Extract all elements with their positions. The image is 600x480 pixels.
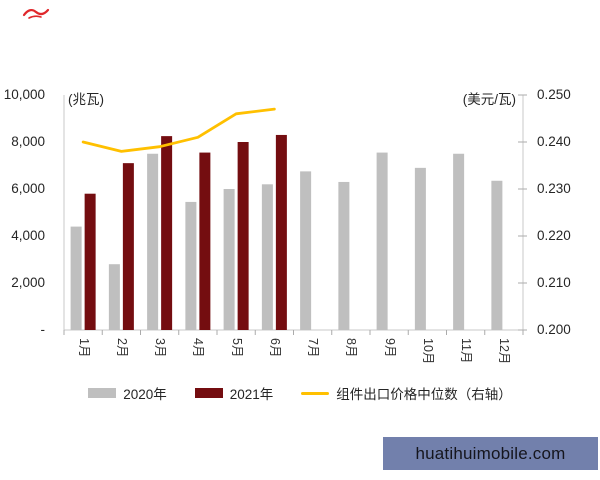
bar-2021年-5月 — [237, 142, 249, 330]
left-axis-tick-label: 6,000 — [11, 181, 45, 196]
x-axis-label-2月: 2月 — [114, 338, 129, 358]
bar-2020年-10月 — [414, 167, 426, 330]
x-axis-label-11月: 11月 — [459, 338, 474, 364]
left-axis-tick-label: 4,000 — [11, 228, 45, 243]
left-axis-tick-label: - — [40, 322, 46, 337]
bar-2020年-7月 — [300, 171, 312, 330]
x-axis-label-10月: 10月 — [420, 338, 435, 365]
left-axis-tick-label: 8,000 — [11, 134, 45, 149]
bar-2020年-4月 — [185, 201, 197, 330]
right-axis-unit-label: (美元/瓦) — [462, 92, 516, 107]
right-axis-tick-label: 0.240 — [537, 134, 571, 149]
legend-label: 2020年 — [123, 387, 167, 402]
bar-2020年-12月 — [491, 180, 503, 330]
left-axis-tick-label: 10,000 — [3, 87, 45, 102]
x-axis-label-9月: 9月 — [382, 338, 397, 358]
bar-2021年-1月 — [84, 193, 96, 330]
x-axis-label-4月: 4月 — [191, 338, 206, 358]
legend-swatch-line — [301, 391, 330, 395]
bar-2020年-6月 — [261, 184, 273, 330]
red-scribble-logo-icon — [22, 8, 50, 19]
x-axis-label-6月: 6月 — [267, 338, 282, 358]
bar-2020年-11月 — [453, 153, 465, 330]
left-axis-unit-label: (兆瓦) — [68, 92, 104, 107]
legend-label: 组件出口价格中位数（右轴） — [336, 387, 512, 402]
right-axis-tick-label: 0.200 — [537, 322, 571, 337]
left-axis-tick-label: 2,000 — [11, 275, 45, 290]
watermark-text: huatihuimobile.com — [415, 443, 566, 463]
legend-item-2021年: 2021年 — [194, 383, 274, 403]
right-axis-tick-label: 0.250 — [537, 87, 571, 102]
x-axis-label-5月: 5月 — [229, 338, 244, 358]
right-axis-tick-label: 0.230 — [537, 181, 571, 196]
bar-2020年-2月 — [108, 264, 120, 330]
x-axis-label-12月: 12月 — [497, 338, 512, 365]
chart-legend: 2020年 2021年 组件出口价格中位数（右轴） — [0, 383, 600, 403]
bar-2020年-3月 — [147, 153, 159, 330]
bar-2020年-8月 — [338, 181, 350, 330]
legend-swatch-bar — [194, 388, 223, 398]
legend-item-组件出口价格中位数（右轴）: 组件出口价格中位数（右轴） — [301, 383, 512, 403]
bar-2021年-3月 — [161, 136, 173, 330]
x-axis-label-8月: 8月 — [344, 338, 359, 358]
bar-2021年-4月 — [199, 152, 211, 330]
bar-2020年-1月 — [70, 226, 82, 330]
right-axis-tick-label: 0.210 — [537, 275, 571, 290]
legend-label: 2021年 — [229, 387, 274, 402]
watermark-banner: huatihuimobile.com — [383, 437, 598, 470]
right-axis-tick-label: 0.220 — [537, 228, 571, 243]
bar-2021年-2月 — [122, 163, 134, 330]
x-axis-label-3月: 3月 — [153, 338, 168, 358]
bar-2021年-6月 — [275, 134, 287, 330]
legend-swatch-bar — [88, 388, 117, 398]
bar-2020年-9月 — [376, 152, 388, 330]
x-axis-label-7月: 7月 — [306, 338, 321, 358]
legend-item-2020年: 2020年 — [88, 383, 167, 403]
line-组件出口价格中位数（右轴） — [81, 107, 276, 153]
bar-2020年-5月 — [223, 189, 235, 330]
x-axis-label-1月: 1月 — [76, 338, 91, 358]
